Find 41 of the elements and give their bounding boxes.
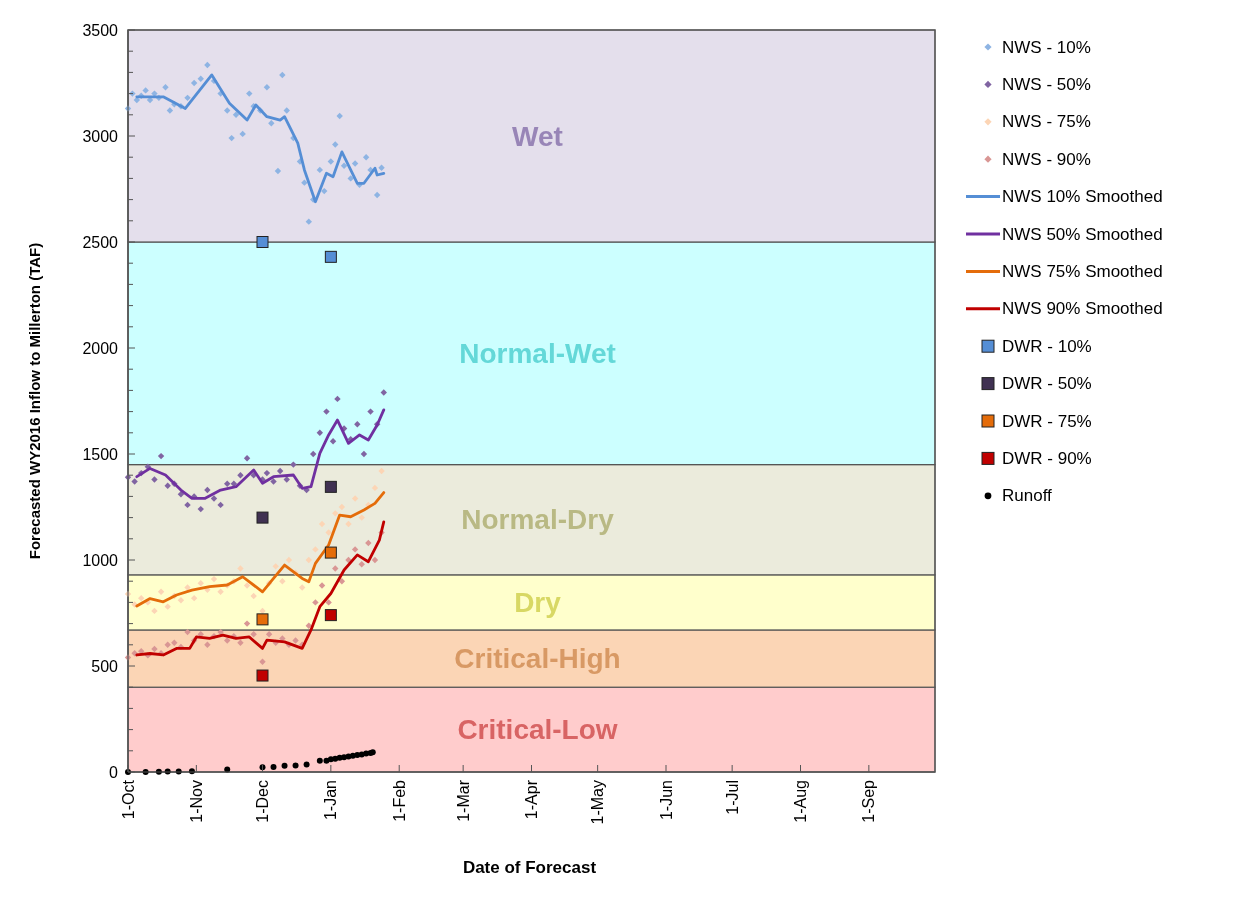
x-tick-label: 1-Jul [723, 780, 741, 815]
band-label: Normal-Dry [461, 504, 615, 536]
x-tick-label: 1-Aug [792, 780, 809, 823]
band-label: Wet [512, 120, 563, 152]
legend-label: NWS 50% Smoothed [1002, 224, 1163, 244]
x-tick-label: 1-Oct [119, 779, 137, 820]
y-tick-label: 3000 [82, 127, 119, 145]
legend-label: NWS - 90% [1002, 149, 1091, 169]
x-tick-label: 1-Mar [454, 779, 472, 822]
x-tick-label: 1-Apr [523, 779, 540, 820]
legend-label: DWR - 50% [1002, 374, 1092, 394]
x-tick-label: 1-May [589, 780, 607, 825]
legend-label: NWS 75% Smoothed [1002, 261, 1163, 281]
legend-label: NWS - 50% [1002, 74, 1091, 94]
band-label: Normal-Wet [459, 337, 616, 369]
y-tick-label: 2000 [82, 339, 119, 357]
legend-label: NWS - 10% [1002, 37, 1091, 57]
y-tick-label: 1500 [82, 445, 119, 463]
legend-label: DWR - 90% [1002, 448, 1092, 468]
y-tick-label: 3500 [82, 21, 119, 39]
legend-label: NWS - 75% [1002, 112, 1091, 132]
legend-label: DWR - 10% [1002, 336, 1092, 356]
y-axis-title: Forecasted WY2016 Inflow to Millerton (TAF) [26, 242, 43, 560]
x-tick-label: 1-Jun [657, 780, 675, 821]
y-tick-label: 2500 [82, 233, 119, 251]
y-tick-label: 1000 [82, 551, 119, 569]
x-tick-label: 1-Dec [254, 780, 271, 823]
legend-label: NWS 10% Smoothed [1002, 187, 1163, 207]
x-tick-label: 1-Nov [187, 780, 205, 823]
band-label: Dry [514, 586, 562, 618]
legend-label: NWS 90% Smoothed [1002, 299, 1163, 319]
x-tick-label: 1-Feb [390, 779, 408, 822]
legend-label: Runoff [1002, 486, 1053, 506]
x-tick-label: 1-Jan [322, 780, 340, 821]
x-tick-label: 1-Sep [860, 779, 878, 823]
y-tick-label: 500 [91, 657, 119, 675]
band-label: Critical-High [454, 643, 621, 675]
band-label: Critical-Low [457, 714, 618, 746]
y-tick-label: 0 [109, 763, 119, 781]
legend-label: DWR - 75% [1002, 411, 1092, 431]
x-axis-title: Date of Forecast [462, 858, 597, 877]
